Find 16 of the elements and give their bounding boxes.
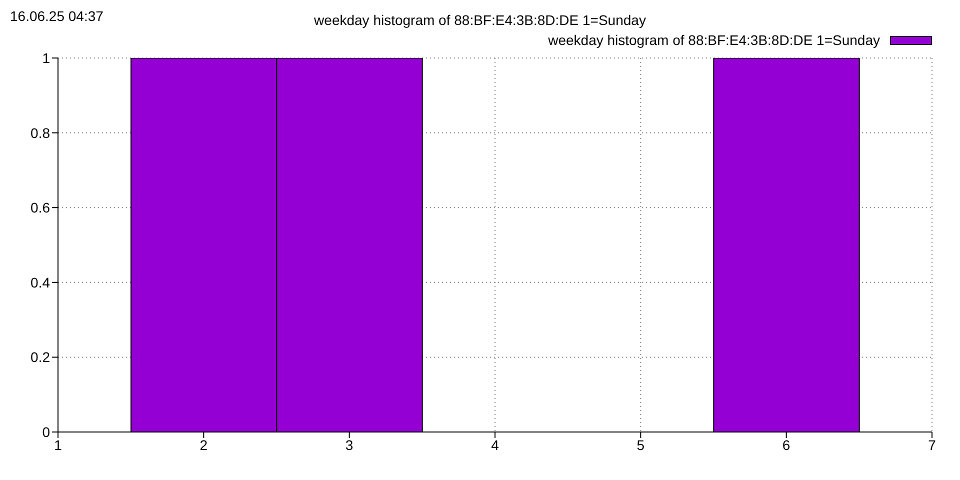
y-tick-label: 0	[42, 424, 50, 440]
legend-label: weekday histogram of 88:BF:E4:3B:8D:DE 1=Sunday	[548, 32, 880, 48]
text: 16.06.25 04:37	[10, 8, 104, 24]
y-tick-label: 0.8	[30, 124, 50, 141]
x-tick-label: 3	[345, 436, 354, 453]
x-tick-label: 7	[928, 436, 936, 453]
chart-title: weekday histogram of 88:BF:E4:3B:8D:DE 1=Sunday	[314, 12, 646, 28]
x-tick-label: 2	[200, 436, 208, 453]
x-tick-label: 5	[636, 436, 645, 453]
x-tick-label: 4	[491, 436, 500, 453]
x-tick-label: 1	[54, 436, 62, 453]
y-tick-label: 0.4	[30, 274, 50, 290]
y-tick-label: 1	[42, 50, 50, 66]
x-tick-label: 6	[782, 436, 790, 453]
y-tick-label: 0.6	[30, 200, 50, 216]
y-tick-label: 0.2	[30, 349, 50, 366]
